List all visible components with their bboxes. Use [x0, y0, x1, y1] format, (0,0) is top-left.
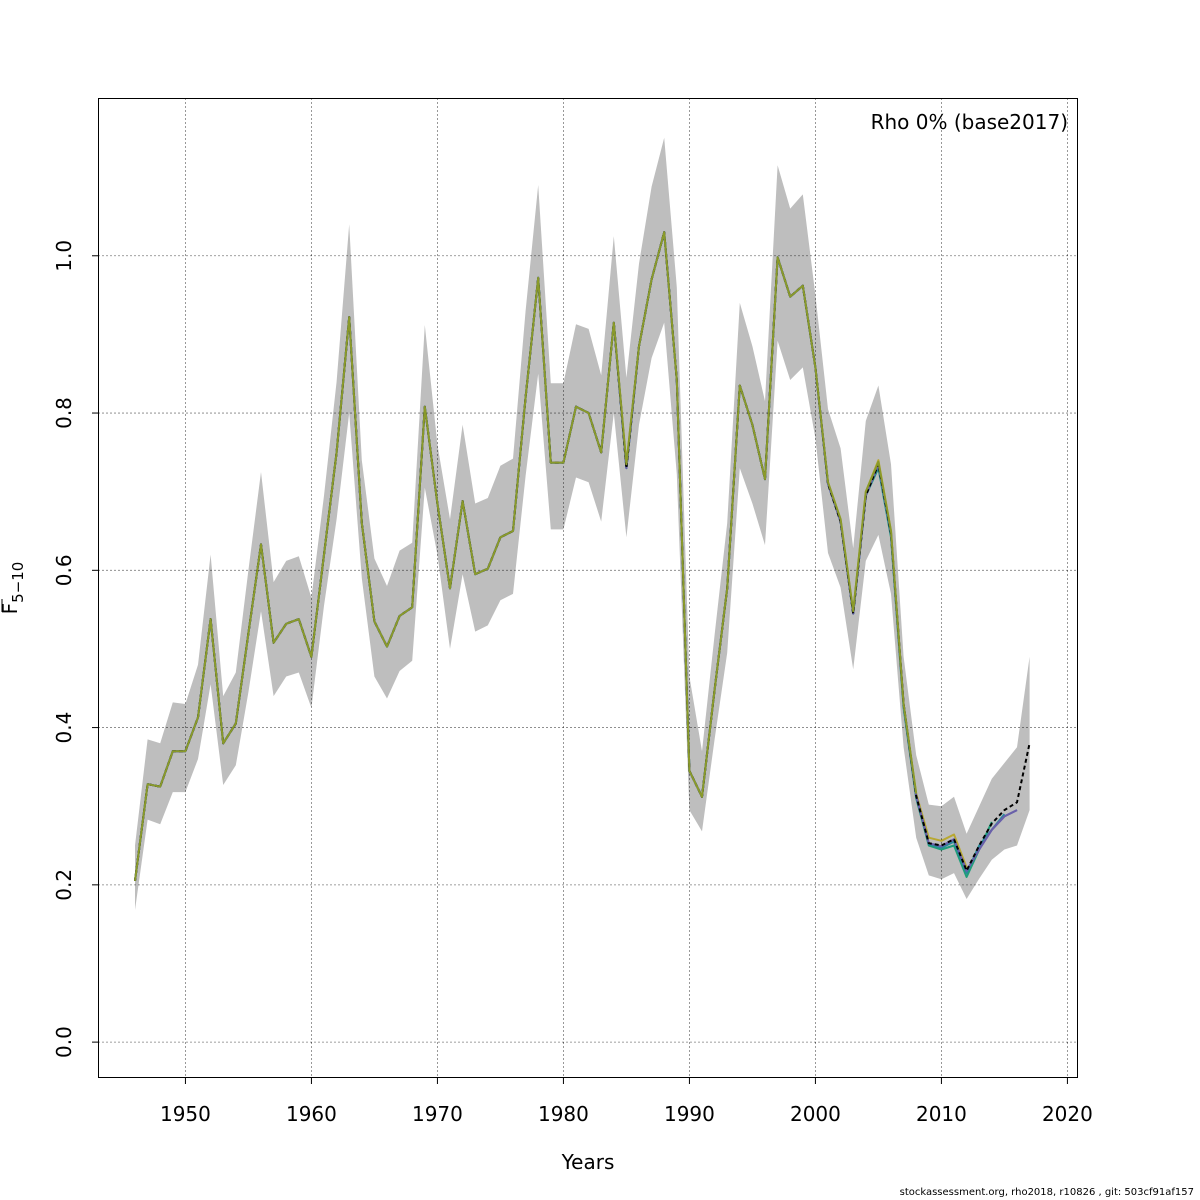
plot-frame [98, 98, 1078, 1078]
y-tick-label-group: 0.8 [52, 397, 76, 429]
x-tick-label: 1980 [538, 1102, 589, 1126]
y-axis-title-sub: 5−10 [9, 562, 27, 603]
y-tick-label: 0.0 [52, 1026, 76, 1058]
y-tick-label-group: 1.0 [52, 240, 76, 272]
x-tick-label: 1970 [412, 1102, 463, 1126]
footer-note: stockassessment.org, rho2018, r10826 , g… [899, 1187, 1194, 1198]
x-tick-label: 2020 [1042, 1102, 1093, 1126]
y-tick-label-group: 0.4 [52, 712, 76, 744]
grid-layer [98, 98, 1078, 1078]
confidence-band [135, 137, 1030, 911]
y-tick-label: 0.6 [52, 554, 76, 586]
x-tick-label: 1960 [286, 1102, 337, 1126]
y-tick-label: 0.2 [52, 869, 76, 901]
confidence-band-layer [135, 137, 1030, 911]
x-axis: 1950 1960 1970 1980 1990 2000 2010 2020 [160, 1077, 1093, 1126]
y-tick-label-group: 0.0 [52, 1026, 76, 1058]
y-axis: 0.0 0.2 0.4 0.6 0.8 1.0 [52, 240, 99, 1058]
y-tick-label-group: 0.2 [52, 869, 76, 901]
x-tick-label: 2000 [790, 1102, 841, 1126]
y-axis-title-main: F [0, 603, 22, 615]
x-axis-title: Years [561, 1150, 615, 1174]
x-tick-label: 1990 [664, 1102, 715, 1126]
series-layer [134, 231, 1031, 882]
series-line-7 [134, 231, 918, 882]
svg-text:F5−10: F5−10 [0, 562, 27, 615]
x-tick-label: 2010 [916, 1102, 967, 1126]
y-tick-label: 0.8 [52, 397, 76, 429]
y-tick-label: 0.4 [52, 712, 76, 744]
legend-text: Rho 0% (base2017) [871, 110, 1068, 134]
y-tick-label-group: 0.6 [52, 554, 76, 586]
y-axis-title: F5−10 [0, 562, 27, 615]
y-tick-label: 1.0 [52, 240, 76, 272]
x-tick-label: 1950 [160, 1102, 211, 1126]
